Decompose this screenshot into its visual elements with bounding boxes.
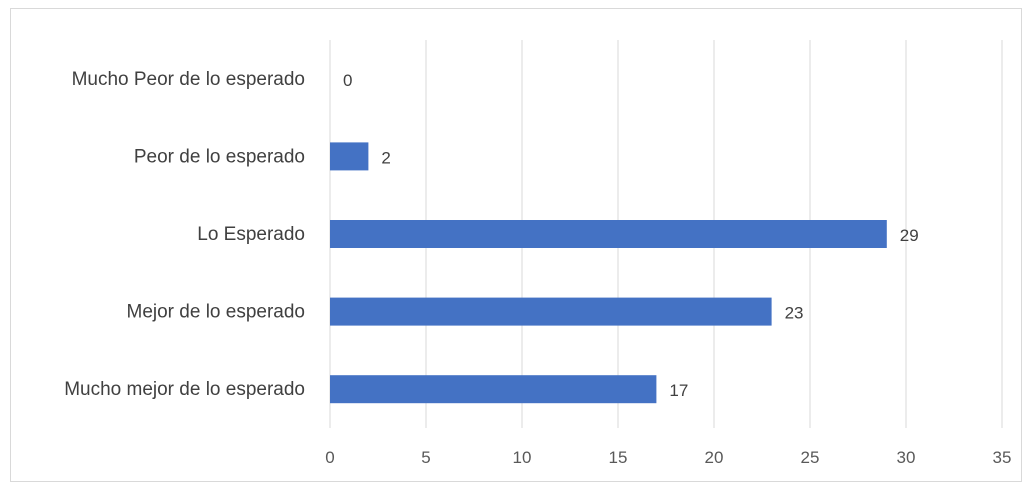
bar — [330, 220, 887, 248]
data-label: 17 — [669, 381, 688, 400]
x-tick-label: 0 — [325, 448, 334, 467]
bars — [330, 142, 887, 404]
x-axis-tick-labels: 0 5 10 15 20 25 30 35 — [325, 448, 1011, 467]
category-label: Lo Esperado — [197, 224, 305, 245]
category-labels: Mucho Peor de lo esperado Peor de lo espe… — [64, 69, 305, 400]
category-label: Mucho mejor de lo esperado — [64, 379, 305, 400]
x-tick-label: 15 — [609, 448, 628, 467]
category-label: Peor de lo esperado — [134, 146, 305, 167]
data-label: 23 — [785, 304, 804, 323]
data-label: 29 — [900, 226, 919, 245]
x-tick-label: 20 — [705, 448, 724, 467]
x-tick-label: 5 — [421, 448, 430, 467]
category-label: Mejor de lo esperado — [127, 302, 306, 323]
data-label: 0 — [343, 71, 352, 90]
x-tick-label: 10 — [513, 448, 532, 467]
data-labels: 0 2 29 23 17 — [343, 71, 919, 400]
x-tick-label: 30 — [897, 448, 916, 467]
bar — [330, 297, 772, 326]
bar — [330, 142, 369, 171]
category-label: Mucho Peor de lo esperado — [72, 69, 305, 90]
x-tick-label: 25 — [801, 448, 820, 467]
bar — [330, 375, 657, 404]
data-label: 2 — [381, 148, 390, 167]
x-tick-label: 35 — [993, 448, 1012, 467]
